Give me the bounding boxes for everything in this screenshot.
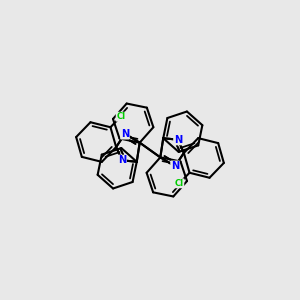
Text: N: N	[121, 129, 129, 139]
Text: N: N	[121, 129, 129, 139]
Text: N: N	[171, 161, 179, 171]
Text: Cl: Cl	[116, 112, 125, 121]
Text: N: N	[118, 155, 126, 165]
Text: N: N	[174, 135, 182, 145]
Text: Cl: Cl	[175, 179, 184, 188]
Text: N: N	[118, 155, 126, 165]
Text: N: N	[171, 161, 179, 171]
Text: N: N	[174, 135, 182, 145]
